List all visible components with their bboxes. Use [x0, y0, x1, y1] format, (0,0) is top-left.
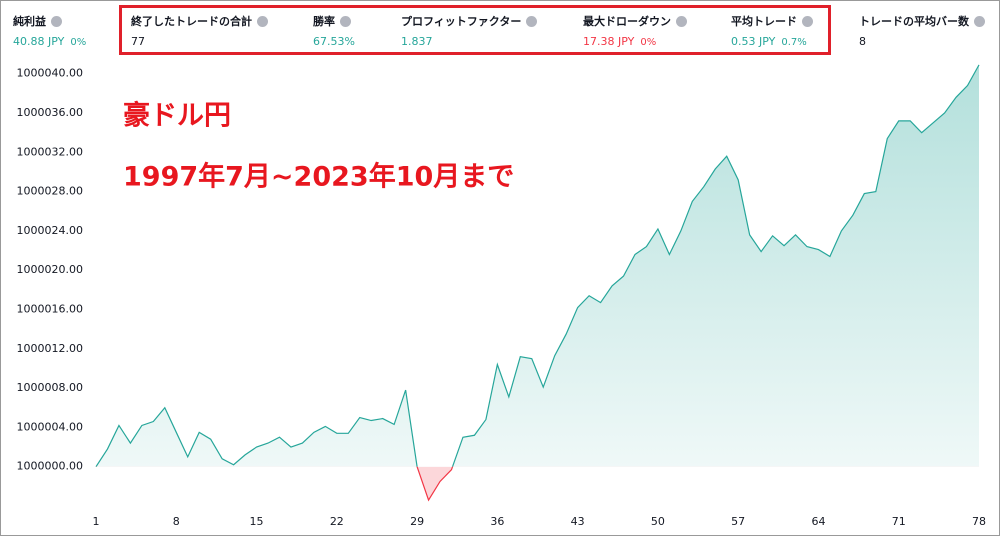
- stat-value-row: 1.837: [401, 35, 537, 48]
- stat-value-row: 40.88 JPY 0%: [13, 35, 86, 48]
- stat: 最大ドローダウン 17.38 JPY 0%: [583, 13, 687, 48]
- stat-label-row: プロフィットファクター: [401, 13, 538, 29]
- stat-label-row: 平均トレード: [731, 13, 813, 29]
- info-icon: [340, 15, 351, 27]
- x-tick-label: 15: [250, 515, 264, 528]
- annotation: 豪ドル円: [123, 100, 231, 132]
- x-tick-label: 50: [651, 515, 665, 528]
- stat-label-row: 最大ドローダウン: [583, 13, 687, 29]
- stat-value: 67.53%: [313, 35, 355, 48]
- stat-label: 終了したトレードの合計: [131, 15, 252, 28]
- x-tick-label: 8: [173, 515, 180, 528]
- stat: プロフィットファクター 1.837: [401, 13, 538, 48]
- stat-label: 勝率: [313, 15, 335, 28]
- x-tick-label: 57: [731, 515, 745, 528]
- info-icon: [257, 15, 268, 27]
- y-tick-label: 1000028.00: [17, 185, 83, 198]
- y-tick-label: 1000032.00: [17, 145, 83, 158]
- x-tick-label: 36: [490, 515, 504, 528]
- y-tick-label: 1000020.00: [17, 263, 83, 276]
- stat-value: 8: [859, 35, 866, 48]
- y-tick-label: 1000012.00: [17, 342, 83, 355]
- stat: 純利益 40.88 JPY 0%: [13, 13, 86, 48]
- stat: トレードの平均バー数 8: [859, 13, 985, 48]
- y-tick-label: 1000004.00: [17, 420, 83, 433]
- stat-value: 77: [131, 35, 145, 48]
- stat-label: 純利益: [13, 15, 46, 28]
- stat: 終了したトレードの合計 77: [131, 13, 268, 48]
- highlight-box: [119, 5, 831, 55]
- x-tick-label: 29: [410, 515, 424, 528]
- stat: 平均トレード 0.53 JPY 0.7%: [731, 13, 813, 48]
- annotation: 1997年7月~2023年10月まで: [123, 161, 514, 193]
- stat-value: 40.88 JPY: [13, 35, 65, 48]
- x-tick-label: 22: [330, 515, 344, 528]
- stat-label-row: 勝率: [313, 13, 355, 29]
- stat-label: トレードの平均バー数: [859, 15, 969, 28]
- stat-value-row: 8: [859, 35, 985, 48]
- x-tick-label: 43: [571, 515, 585, 528]
- stat-label-row: 純利益: [13, 13, 86, 29]
- y-tick-label: 1000008.00: [17, 381, 83, 394]
- info-icon: [974, 15, 985, 27]
- x-tick-label: 1: [93, 515, 100, 528]
- stat-value-row: 17.38 JPY 0%: [583, 35, 687, 48]
- stat-value-row: 77: [131, 35, 268, 48]
- x-tick-label: 71: [892, 515, 906, 528]
- stat-value: 1.837: [401, 35, 433, 48]
- stat-label: 平均トレード: [731, 15, 797, 28]
- info-icon: [802, 15, 813, 27]
- info-icon: [51, 15, 62, 27]
- stat-label-row: 終了したトレードの合計: [131, 13, 268, 29]
- y-tick-label: 1000016.00: [17, 303, 83, 316]
- stat-value-row: 0.53 JPY 0.7%: [731, 35, 813, 48]
- stat-percent: 0%: [640, 37, 657, 48]
- stat-percent: 0.7%: [781, 37, 807, 48]
- y-tick-label: 1000036.00: [17, 106, 83, 119]
- y-tick-label: 1000000.00: [17, 460, 83, 473]
- stat-value: 0.53 JPY: [731, 35, 776, 48]
- info-icon: [676, 15, 687, 27]
- stat: 勝率 67.53%: [313, 13, 355, 48]
- stat-label: プロフィットファクター: [401, 15, 522, 28]
- stat-percent: 0%: [70, 37, 87, 48]
- stat-value: 17.38 JPY: [583, 35, 635, 48]
- stat-value-row: 67.53%: [313, 35, 355, 48]
- y-tick-label: 1000040.00: [17, 67, 83, 80]
- stat-label: 最大ドローダウン: [583, 15, 671, 28]
- x-tick-label: 64: [811, 515, 825, 528]
- info-icon: [526, 15, 538, 27]
- area-positive: [96, 64, 979, 467]
- y-tick-label: 1000024.00: [17, 224, 83, 237]
- stat-label-row: トレードの平均バー数: [859, 13, 985, 29]
- x-tick-label: 78: [972, 515, 986, 528]
- line-positive: [95, 64, 980, 467]
